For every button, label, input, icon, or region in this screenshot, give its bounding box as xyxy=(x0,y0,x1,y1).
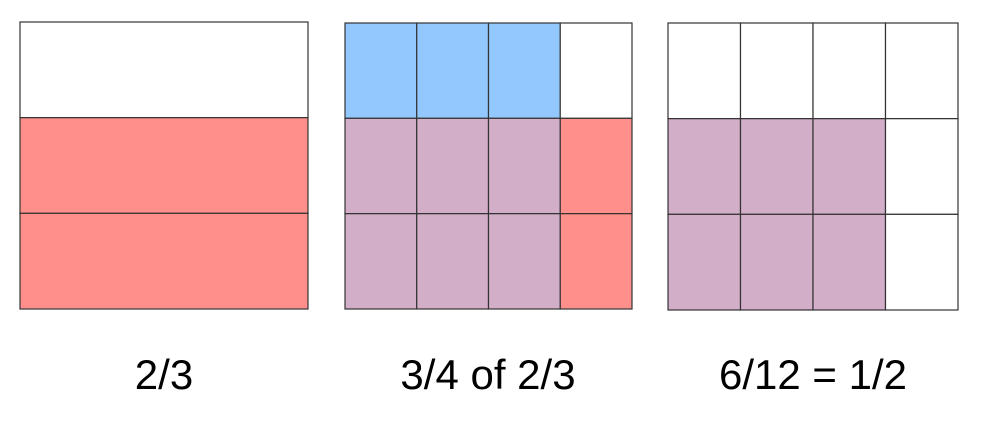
grid-cell-white xyxy=(884,213,959,311)
label-three-quarters-of-two-thirds: 3/4 of 2/3 xyxy=(400,351,576,398)
grid-cell-blue xyxy=(344,22,418,119)
grid-cell-blue xyxy=(416,22,490,119)
grid-cell-purple xyxy=(344,117,418,215)
grid-cell-white xyxy=(884,22,959,120)
grid-cell-purple xyxy=(812,118,887,215)
label-six-twelfths-equals-half: 6/12 = 1/2 xyxy=(719,351,907,398)
grid-3 xyxy=(667,22,959,311)
grid-cell-blue xyxy=(487,22,561,119)
grid-2 xyxy=(344,22,633,310)
grid-cell-purple xyxy=(739,213,814,311)
grid-cell-white xyxy=(19,21,309,119)
grid-cell-purple xyxy=(487,213,561,310)
grid-cell-white xyxy=(812,22,887,120)
grid-cell-purple xyxy=(416,213,490,310)
grid-cell-purple xyxy=(667,118,742,215)
grid-cell-red xyxy=(19,117,309,214)
grid-1 xyxy=(19,21,309,310)
grid-cell-white xyxy=(667,22,742,120)
grid-cell-purple xyxy=(416,117,490,215)
grid-cell-white xyxy=(884,118,959,215)
grid-cell-purple xyxy=(812,213,887,311)
grid-cell-purple xyxy=(487,117,561,215)
grid-cell-red xyxy=(559,213,633,310)
grid-cell-purple xyxy=(739,118,814,215)
grid-cell-red xyxy=(559,117,633,215)
grid-cell-purple xyxy=(344,213,418,310)
grid-cell-red xyxy=(19,212,309,310)
grid-cell-purple xyxy=(667,213,742,311)
grid-cell-white xyxy=(559,22,633,119)
grid-cell-white xyxy=(739,22,814,120)
label-two-thirds: 2/3 xyxy=(134,351,194,398)
